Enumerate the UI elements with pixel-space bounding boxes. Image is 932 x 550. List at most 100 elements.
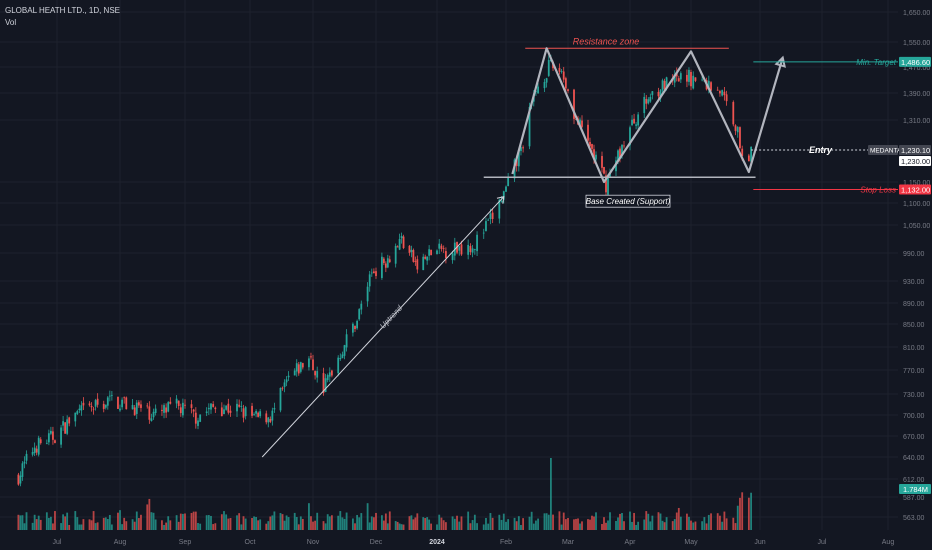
volume-bar [285,515,288,530]
volume-bar [456,515,458,530]
candle-body [35,448,38,453]
candle-body [647,99,650,104]
volume-bar [528,516,531,530]
candle-body [287,375,290,378]
candle-body [94,400,97,407]
candle-body [489,213,492,220]
candle-body [314,371,316,376]
candle-body [267,417,270,423]
volume-bar [467,511,470,530]
volume-bar [358,517,361,530]
candle-body [460,244,463,255]
candle-body [659,90,662,99]
volume-bar [223,511,225,530]
entry-value: 1,230.10 [901,146,930,155]
candle-body [108,395,111,397]
volume-bar [416,513,419,530]
volume-bar [242,516,245,530]
volume-bar [615,520,617,530]
candle-body [54,440,56,443]
price-axis[interactable]: 563.00 587.00 612.00 640.00 670.00 700.00 730.… [903,10,930,522]
volume-bar [545,513,548,530]
volume-bar [558,511,561,530]
candle-body [131,404,134,410]
volume-bar [647,513,650,530]
volume-bar [500,519,503,530]
volume-bar [482,524,485,530]
volume-bar [661,520,664,530]
candle-body [82,402,85,406]
candle-body [710,82,712,91]
time-tick: Oct [245,539,256,546]
volume-bar [225,514,228,530]
volume-bar [310,516,312,530]
volume-bar [381,515,383,530]
candle-body [74,412,77,422]
candle-body [416,259,419,270]
price-tick: 1,100.00 [903,201,930,208]
volume-bar [458,521,461,530]
price-tick: 850.00 [903,322,925,329]
candle-body [163,405,165,413]
candle-body [694,77,697,81]
volume-bar [445,522,447,530]
uptrend-label: Uptrend [378,303,404,330]
price-tick: 587.00 [903,495,925,502]
double-top-pattern [511,47,784,184]
candle-body [734,125,737,131]
candle-body [721,90,724,96]
candle-body [23,461,26,464]
volume-bar [543,513,546,530]
volume-bar [537,518,539,530]
volume-bar [64,516,67,530]
candle-body [736,127,739,133]
volume-bar [396,521,399,530]
candle-body [356,320,358,329]
volume-bar [440,517,443,530]
candle-body [373,271,375,274]
volume-bar [453,518,456,530]
candle-body [64,422,67,434]
volume-bar [316,512,319,530]
volume-bar [631,521,633,530]
volume-bar [442,520,445,530]
volume-bar [175,515,178,530]
candle-body [179,407,182,414]
candle-body [259,411,262,417]
candle-body [90,405,93,408]
volume-bar [328,516,331,530]
time-tick: May [684,539,698,546]
candle-body [223,409,225,415]
candle-body [707,80,710,90]
candle-body [281,387,284,389]
volume-bar [438,514,441,530]
candle-body [520,147,522,152]
candle-body [528,107,531,147]
candle-body [78,408,81,411]
volume-bar [617,517,619,530]
candle-body [167,402,170,412]
candle-body [491,212,494,219]
volume-bar [135,511,138,530]
candle-body [414,261,417,262]
time-tick: Nov [307,539,320,546]
volume-bar [50,516,52,530]
time-tick: Sep [179,539,192,546]
volume-bar [414,517,417,530]
candle-body [169,401,172,404]
volume-bar [297,524,300,530]
time-axis[interactable]: Jul Aug Sep Oct Nov Dec 2024 Feb Mar Apr May Jun Jul… [53,539,895,546]
volume-bar [352,518,354,530]
stop-loss-value: 1,132.00 [901,186,930,195]
volume-bar [476,523,478,530]
candle-body [507,176,510,187]
candle-body [547,59,550,76]
volume-bar [92,511,95,530]
candle-body [505,186,507,192]
candle-body [422,256,425,271]
candle-body [299,362,302,372]
volume-bar [236,515,238,530]
candle-body [293,370,296,376]
volume-bar [375,512,377,530]
candle-body [154,408,157,413]
